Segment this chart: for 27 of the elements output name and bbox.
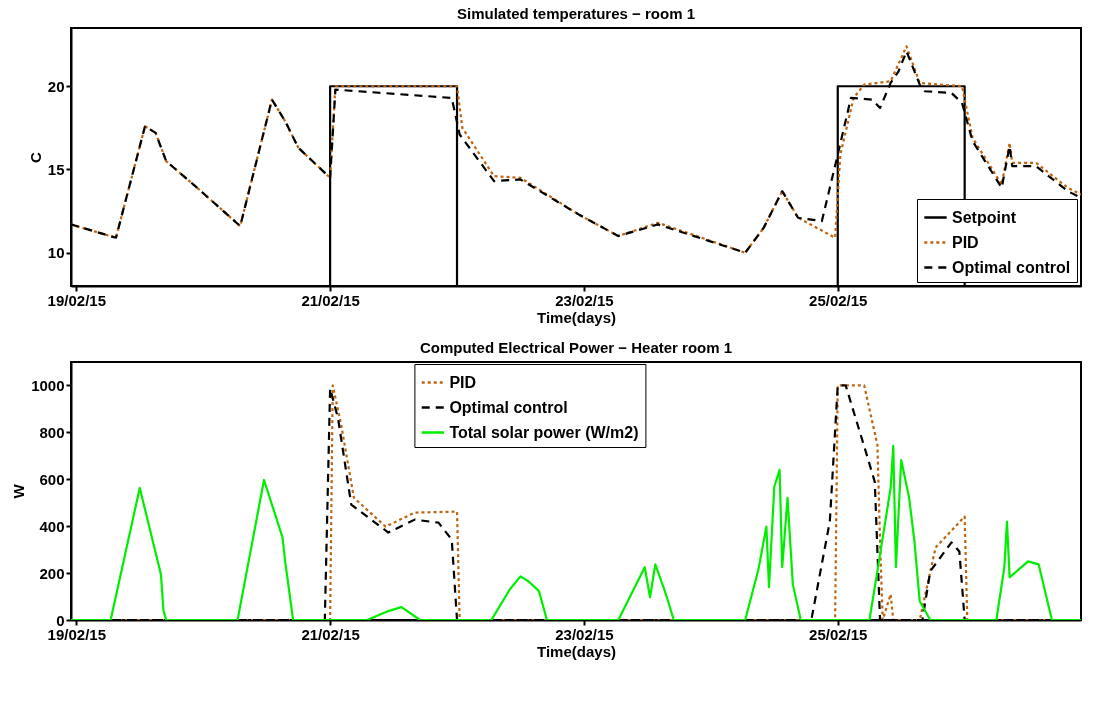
- x-tick-label: 25/02/15: [809, 291, 868, 309]
- x-tick-label: 23/02/15: [555, 625, 614, 643]
- y-tick-label: 400: [39, 517, 65, 535]
- y-tick-label: 10: [47, 244, 65, 262]
- y-axis-title: W: [10, 483, 28, 499]
- legend-label: Setpoint: [952, 208, 1017, 226]
- y-tick-label: 15: [47, 160, 65, 178]
- x-tick-label: 19/02/15: [47, 291, 106, 309]
- y-tick-label: 800: [39, 423, 65, 441]
- legend-label: PID: [952, 233, 979, 251]
- legend-label: Total solar power (W/m2): [449, 423, 639, 441]
- legend-label: Optimal control: [449, 398, 568, 416]
- y-tick-label: 600: [39, 470, 65, 488]
- x-tick-label: 23/02/15: [555, 291, 614, 309]
- legend-label: Optimal control: [952, 258, 1071, 276]
- x-tick-label: 21/02/15: [301, 291, 360, 309]
- y-tick-label: 200: [39, 564, 65, 582]
- x-tick-label: 21/02/15: [301, 625, 360, 643]
- chart-title: Computed Electrical Power − Heater room 1: [419, 339, 733, 356]
- x-axis-title: Time(days): [537, 642, 616, 660]
- y-axis-title: C: [26, 151, 44, 163]
- x-tick-label: 25/02/15: [809, 625, 868, 643]
- x-axis-title: Time(days): [537, 308, 616, 326]
- y-tick-label: 1000: [31, 376, 65, 394]
- chart-title: Simulated temperatures − room 1: [457, 5, 695, 22]
- legend-label: PID: [449, 373, 477, 391]
- y-tick-label: 20: [47, 77, 65, 95]
